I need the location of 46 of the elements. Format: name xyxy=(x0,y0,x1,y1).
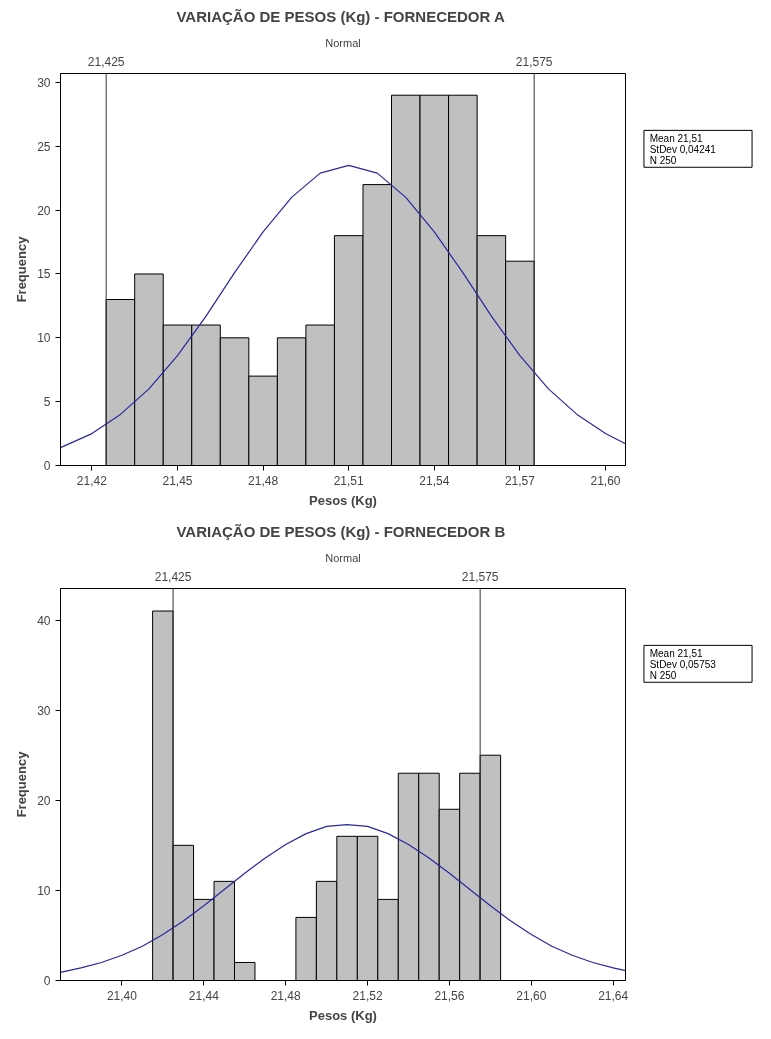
x-tick-label: 21,57 xyxy=(504,473,536,488)
x-tick-label: 21,60 xyxy=(590,473,621,488)
x-tick-label: 21,48 xyxy=(248,473,279,488)
y-axis-title: Frequency xyxy=(14,235,30,303)
y-tick-label: 10 xyxy=(37,883,51,898)
text: N 250 xyxy=(649,154,677,166)
y-axis-title: Frequency xyxy=(14,750,30,818)
ref-line-label: 21,575 xyxy=(515,54,553,69)
y-tick-label: 30 xyxy=(37,703,51,718)
text: Mean 21,51 xyxy=(649,133,703,145)
text: StDev 0,05753 xyxy=(649,659,717,671)
y-tick-label: 30 xyxy=(37,75,51,90)
x-tick-label: 21,54 xyxy=(419,473,450,488)
x-tick-label: 21,45 xyxy=(162,473,193,488)
x-tick-label: 21,56 xyxy=(434,988,465,1003)
x-tick-label: 21,51 xyxy=(333,473,365,488)
y-tick-label: 25 xyxy=(37,139,51,154)
ref-line-label: 21,425 xyxy=(154,569,192,584)
x-axis-title: Pesos (Kg) xyxy=(309,492,377,508)
chart-title: VARIAÇÃO DE PESOS (Kg) - FORNECEDOR B xyxy=(176,522,506,540)
ref-line-label: 21,425 xyxy=(87,54,125,69)
y-tick-label: 40 xyxy=(37,613,51,628)
y-tick-label: 10 xyxy=(37,331,51,346)
x-axis-title: Pesos (Kg) xyxy=(309,1007,377,1023)
text: N 250 xyxy=(649,669,677,681)
chart-title: VARIAÇÃO DE PESOS (Kg) - FORNECEDOR A xyxy=(176,7,505,25)
y-tick-label: 0 xyxy=(43,974,51,988)
ref-line-label: 21,575 xyxy=(461,569,499,584)
y-tick-label: 20 xyxy=(37,793,51,808)
y-tick-label: 0 xyxy=(43,459,51,473)
y-tick-label: 20 xyxy=(37,203,51,218)
chart-subtitle: Normal xyxy=(325,551,361,564)
chart-subtitle: Normal xyxy=(325,36,361,49)
x-tick-label: 21,44 xyxy=(188,988,220,1003)
x-tick-label: 21,40 xyxy=(106,988,138,1003)
x-tick-label: 21,64 xyxy=(598,988,629,1003)
line-series xyxy=(60,824,626,973)
text: Mean 21,51 xyxy=(649,648,703,660)
x-tick-label: 21,48 xyxy=(270,988,302,1003)
text: StDev 0,04241 xyxy=(649,144,717,156)
line-series xyxy=(60,164,626,449)
y-tick-label: 5 xyxy=(43,395,51,410)
x-tick-label: 21,60 xyxy=(516,988,547,1003)
x-tick-label: 21,52 xyxy=(352,988,383,1003)
x-tick-label: 21,42 xyxy=(76,473,108,488)
y-tick-label: 15 xyxy=(37,267,51,282)
